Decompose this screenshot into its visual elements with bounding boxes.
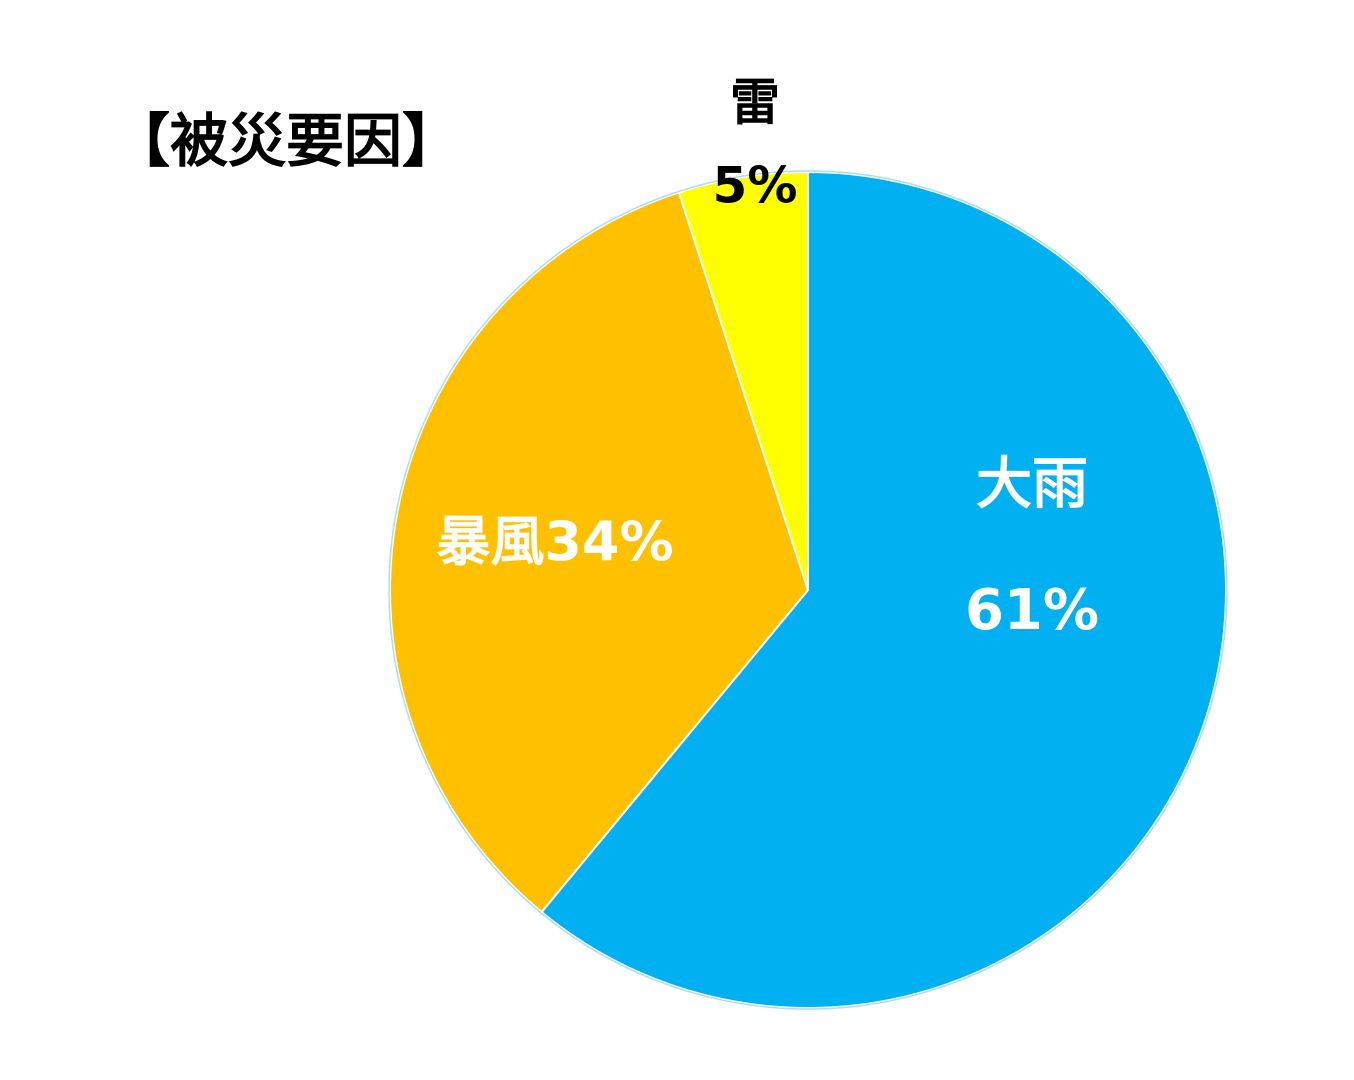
- chart-title: 【被災要因】: [112, 107, 460, 175]
- value-label: 34%: [544, 510, 673, 573]
- value-label: 5%: [713, 157, 798, 215]
- pie-slice: [677, 170, 809, 591]
- pie-slice: [389, 191, 810, 914]
- value-label: 61%: [965, 578, 1099, 643]
- category-label: 大雨: [976, 452, 1088, 517]
- pie: [388, 170, 1228, 1010]
- pie-slice: [540, 170, 1227, 1009]
- pie-outline: [388, 170, 1228, 1010]
- data-label: 暴風34%: [436, 510, 673, 573]
- category-label: 暴風: [436, 510, 544, 573]
- data-labels: 大雨 61% 暴風34% 雷 5%: [436, 74, 1099, 644]
- category-label: 雷: [730, 74, 780, 132]
